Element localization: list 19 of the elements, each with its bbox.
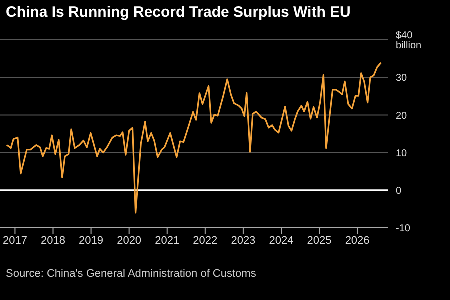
x-tick-label: 2026 — [345, 234, 370, 247]
x-tick-label: 2019 — [79, 234, 104, 247]
x-tick-label: 2024 — [269, 234, 294, 247]
y-tick-label: 30 — [396, 73, 408, 84]
y-tick-label: 0 — [396, 186, 402, 197]
line-series — [6, 62, 382, 214]
x-tick-label: 2018 — [41, 234, 66, 247]
y-tick-label: 10 — [396, 148, 408, 160]
y-tick-label: 20 — [396, 110, 408, 122]
x-tick-label: 2023 — [231, 234, 256, 247]
x-tick-label: 2022 — [193, 234, 218, 247]
y-tick-label: $40 billion — [396, 30, 422, 52]
x-tick-label: 2021 — [155, 234, 180, 247]
x-tick-label: 2025 — [307, 234, 332, 247]
chart-title: China Is Running Record Trade Surplus With EU — [6, 4, 351, 21]
x-tick-label: 2017 — [2, 234, 28, 247]
x-tick-label: 2020 — [117, 234, 142, 247]
y-tick-label: -10 — [396, 224, 411, 235]
source-note: Source: China's General Administration of Customs — [6, 268, 256, 280]
